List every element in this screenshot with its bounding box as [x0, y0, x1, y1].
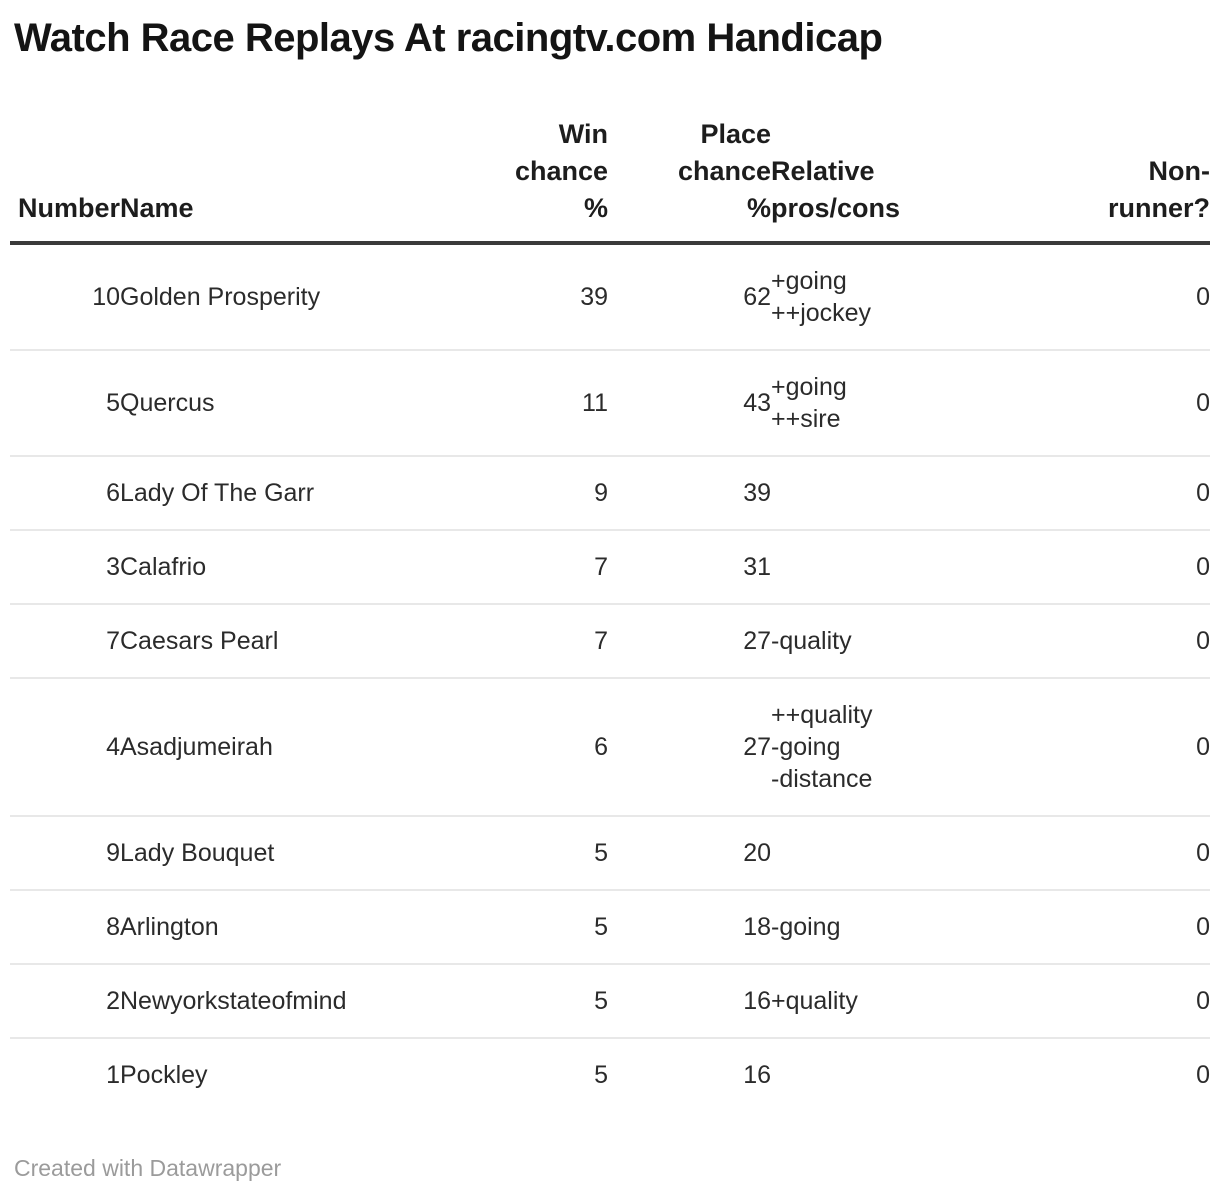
col-header-number: Number	[10, 116, 120, 245]
cell-place-chance: 20	[608, 816, 771, 891]
cell-non-runner: 0	[1010, 816, 1210, 891]
cell-pros-cons: +going ++jockey	[771, 243, 1010, 351]
table-row: 10 Golden Prosperity 39 62 +going ++jock…	[10, 243, 1210, 351]
cell-place-chance: 39	[608, 456, 771, 531]
cell-name: Newyorkstateofmind	[120, 964, 500, 1039]
cell-pros-cons: -quality	[771, 604, 1010, 679]
cell-non-runner: 0	[1010, 530, 1210, 605]
cell-non-runner: 0	[1196, 1061, 1210, 1089]
cell-pros-cons	[771, 456, 1010, 531]
table-row: 1 Pockley 5 16 0	[10, 1038, 1210, 1111]
cell-number: 8	[10, 890, 120, 965]
cell-place-chance: 16	[608, 964, 771, 1039]
cell-name: Asadjumeirah	[120, 678, 500, 817]
cell-number: 7	[10, 604, 120, 679]
cell-number: 2	[10, 964, 120, 1039]
col-header-pros-cons: Relative pros/cons	[771, 116, 1010, 245]
cell-win-chance: 5	[500, 816, 608, 891]
table-body: 10 Golden Prosperity 39 62 +going ++jock…	[10, 243, 1210, 1111]
cell-number: 9	[10, 816, 120, 891]
cell-number: 10	[10, 243, 120, 351]
table-row: 8 Arlington 5 18 -going 0	[10, 890, 1210, 965]
cell-win-chance: 11	[500, 350, 608, 457]
cell-name: Arlington	[120, 890, 500, 965]
cell-name: Pockley	[120, 1061, 208, 1089]
datawrapper-credit-link[interactable]: Created with Datawrapper	[14, 1155, 282, 1181]
cell-name: Golden Prosperity	[120, 243, 500, 351]
cell-non-runner: 0	[1010, 678, 1210, 817]
cell-pros-cons: +going ++sire	[771, 350, 1010, 457]
cell-non-runner: 0	[1010, 890, 1210, 965]
cell-pros-cons: -going	[771, 890, 1010, 965]
cell-place-chance: 27	[608, 604, 771, 679]
cell-number: 6	[10, 456, 120, 531]
table-header: Number Name Win chance % Place chance % …	[10, 116, 1210, 245]
cell-place-chance: 18	[608, 890, 771, 965]
cell-number: 3	[10, 530, 120, 605]
cell-name: Lady Of The Garr	[120, 456, 500, 531]
cell-place-chance: 31	[608, 530, 771, 605]
cell-win-chance: 5	[594, 1061, 608, 1089]
table-row: 2 Newyorkstateofmind 5 16 +quality 0	[10, 964, 1210, 1039]
cell-number: 5	[10, 350, 120, 457]
table-row: 9 Lady Bouquet 5 20 0	[10, 816, 1210, 891]
cell-pros-cons	[771, 1038, 1010, 1111]
cell-non-runner: 0	[1010, 350, 1210, 457]
cell-win-chance: 9	[500, 456, 608, 531]
col-header-non-runner: Non- runner?	[1010, 116, 1210, 245]
table-row: 3 Calafrio 7 31 0	[10, 530, 1210, 605]
cell-non-runner: 0	[1010, 964, 1210, 1039]
cell-pros-cons	[771, 816, 1010, 891]
col-header-place-chance: Place chance %	[608, 116, 771, 245]
table-row: 7 Caesars Pearl 7 27 -quality 0	[10, 604, 1210, 679]
cell-name: Caesars Pearl	[120, 604, 500, 679]
cell-name: Calafrio	[120, 530, 500, 605]
col-header-name: Name	[120, 116, 500, 245]
cell-place-chance: 27	[608, 678, 771, 817]
cell-win-chance: 5	[500, 964, 608, 1039]
col-header-win-chance: Win chance %	[500, 116, 608, 245]
cell-pros-cons	[771, 530, 1010, 605]
cell-win-chance: 6	[500, 678, 608, 817]
cell-name: Lady Bouquet	[120, 816, 500, 891]
cell-non-runner: 0	[1010, 456, 1210, 531]
table-row: 5 Quercus 11 43 +going ++sire 0	[10, 350, 1210, 457]
race-table: Number Name Win chance % Place chance % …	[10, 116, 1210, 1111]
cell-place-chance: 43	[608, 350, 771, 457]
cell-place-chance: 16	[743, 1061, 771, 1089]
cell-place-chance: 62	[608, 243, 771, 351]
header-row: Number Name Win chance % Place chance % …	[10, 116, 1210, 245]
cell-number: 1	[106, 1061, 120, 1089]
table-row: 4 Asadjumeirah 6 27 ++quality -going -di…	[10, 678, 1210, 817]
table-row: 6 Lady Of The Garr 9 39 0	[10, 456, 1210, 531]
cell-pros-cons: +quality	[771, 964, 1010, 1039]
cell-win-chance: 7	[500, 604, 608, 679]
cell-non-runner: 0	[1010, 243, 1210, 351]
cell-non-runner: 0	[1010, 604, 1210, 679]
cell-win-chance: 5	[500, 890, 608, 965]
cell-win-chance: 39	[500, 243, 608, 351]
cell-name: Quercus	[120, 350, 500, 457]
cell-win-chance: 7	[500, 530, 608, 605]
cell-pros-cons: ++quality -going -distance	[771, 678, 1010, 817]
cell-number: 4	[10, 678, 120, 817]
page-title: Watch Race Replays At racingtv.com Handi…	[14, 16, 883, 60]
